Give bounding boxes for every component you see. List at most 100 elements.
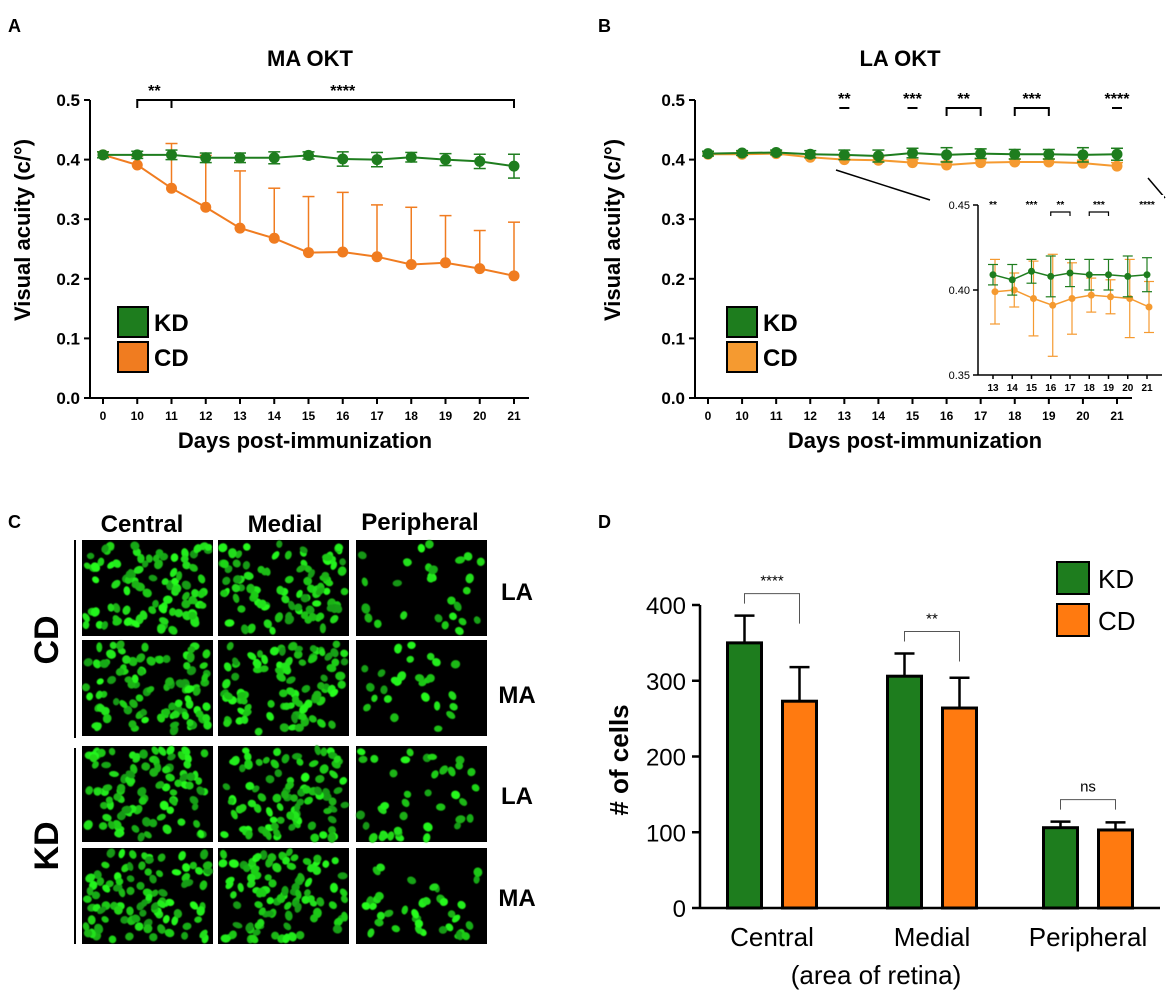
micrograph-cells	[220, 640, 349, 736]
cell-nucleus	[319, 648, 326, 657]
inset-data-point-kd	[1066, 269, 1074, 277]
y-tick-label: 0	[673, 896, 686, 923]
cell-nucleus	[334, 543, 344, 552]
cell-nucleus	[127, 680, 136, 689]
cell-nucleus	[237, 605, 246, 613]
cell-nucleus	[291, 752, 303, 760]
x-tick-label: 11	[165, 409, 178, 423]
cell-nucleus	[313, 854, 322, 863]
inset-data-point-cd	[991, 288, 999, 296]
cell-nucleus	[109, 641, 117, 650]
cell-nucleus	[199, 849, 209, 860]
cell-nucleus	[166, 745, 175, 756]
cell-nucleus	[86, 886, 94, 896]
row-label-kd-ma: MA	[498, 885, 535, 912]
cell-nucleus	[288, 600, 296, 611]
cell-nucleus	[170, 553, 179, 562]
cell-nucleus	[332, 640, 341, 649]
inset-significance-bracket	[1050, 211, 1071, 216]
cell-nucleus	[109, 770, 119, 778]
cell-nucleus	[128, 656, 138, 667]
cell-nucleus	[406, 748, 414, 757]
cell-nucleus	[197, 589, 206, 599]
data-point-kd	[838, 149, 850, 161]
significance-label: ***	[1022, 91, 1041, 108]
cell-nucleus	[463, 552, 473, 561]
micrograph-cells	[220, 745, 350, 843]
data-point-cd	[371, 251, 383, 263]
cell-nucleus	[286, 811, 295, 820]
x-tick-label: 18	[1008, 409, 1022, 423]
legend-cd-swatch	[726, 341, 758, 373]
significance-label: ****	[1105, 91, 1131, 108]
cell-nucleus	[105, 796, 113, 804]
cell-nucleus	[253, 803, 262, 813]
micrograph-tile	[82, 745, 213, 842]
cell-nucleus	[125, 932, 134, 941]
cell-nucleus	[473, 616, 481, 624]
cell-nucleus	[182, 863, 191, 872]
cell-nucleus	[369, 902, 377, 910]
cell-nucleus	[162, 708, 171, 716]
chart-b-xlabel: Days post-immunization	[788, 428, 1042, 453]
col-header-central: Central	[101, 511, 184, 538]
micrograph-cells	[218, 540, 349, 635]
cell-nucleus	[191, 589, 200, 598]
inset-background	[932, 195, 1164, 395]
cell-nucleus	[195, 867, 203, 875]
inset-data-point-kd	[1085, 271, 1093, 279]
row-label-cd-ma: MA	[498, 682, 535, 709]
cell-nucleus	[254, 901, 263, 909]
x-tick-label: Peripheral	[1029, 922, 1148, 952]
cell-nucleus	[458, 617, 467, 626]
cell-nucleus	[228, 859, 239, 868]
y-tick-label: 0.4	[56, 151, 80, 170]
cell-nucleus	[241, 624, 249, 635]
cell-nucleus	[265, 857, 274, 868]
x-tick-label: 14	[872, 409, 886, 423]
cell-nucleus	[284, 550, 292, 560]
cell-nucleus	[200, 749, 209, 758]
chart-d-legend: KD CD	[1056, 561, 1136, 637]
cell-nucleus	[380, 801, 390, 810]
cell-nucleus	[265, 807, 273, 817]
cell-nucleus	[331, 760, 341, 769]
cell-nucleus	[434, 725, 443, 732]
y-tick-label: 0.4	[661, 151, 685, 170]
data-point-kd	[975, 148, 987, 160]
cell-nucleus	[414, 674, 425, 682]
inset-data-point-cd	[1030, 295, 1037, 302]
cell-nucleus	[98, 822, 108, 830]
cell-nucleus	[246, 880, 256, 888]
cell-nucleus	[244, 759, 253, 770]
cell-nucleus	[156, 813, 166, 821]
y-tick-label: 0.0	[661, 389, 685, 408]
cell-nucleus	[374, 918, 384, 927]
inset-data-point-cd	[1145, 303, 1153, 311]
micrograph-background	[356, 640, 487, 736]
cell-nucleus	[245, 830, 253, 840]
cell-nucleus	[231, 583, 241, 593]
cell-nucleus	[446, 710, 456, 720]
data-point-kd	[303, 149, 314, 161]
cell-nucleus	[232, 575, 242, 584]
micrograph-cells	[82, 640, 212, 736]
panel-letter-d: D	[598, 512, 611, 532]
cell-nucleus	[327, 832, 337, 843]
cell-nucleus	[232, 559, 241, 568]
cell-nucleus	[309, 900, 318, 907]
cell-nucleus	[393, 826, 403, 835]
cell-nucleus	[403, 790, 412, 798]
inset-x-tick-label: 20	[1122, 383, 1134, 394]
bar-kd-central	[726, 641, 763, 910]
data-point-kd	[1111, 148, 1123, 160]
cell-nucleus	[261, 654, 269, 665]
cell-nucleus	[361, 577, 368, 587]
cell-nucleus	[276, 816, 285, 824]
cell-nucleus	[273, 828, 281, 838]
cell-nucleus	[171, 710, 180, 719]
cell-nucleus	[376, 911, 385, 921]
cell-nucleus	[157, 624, 166, 634]
cell-nucleus	[337, 872, 348, 880]
cell-nucleus	[394, 644, 402, 654]
